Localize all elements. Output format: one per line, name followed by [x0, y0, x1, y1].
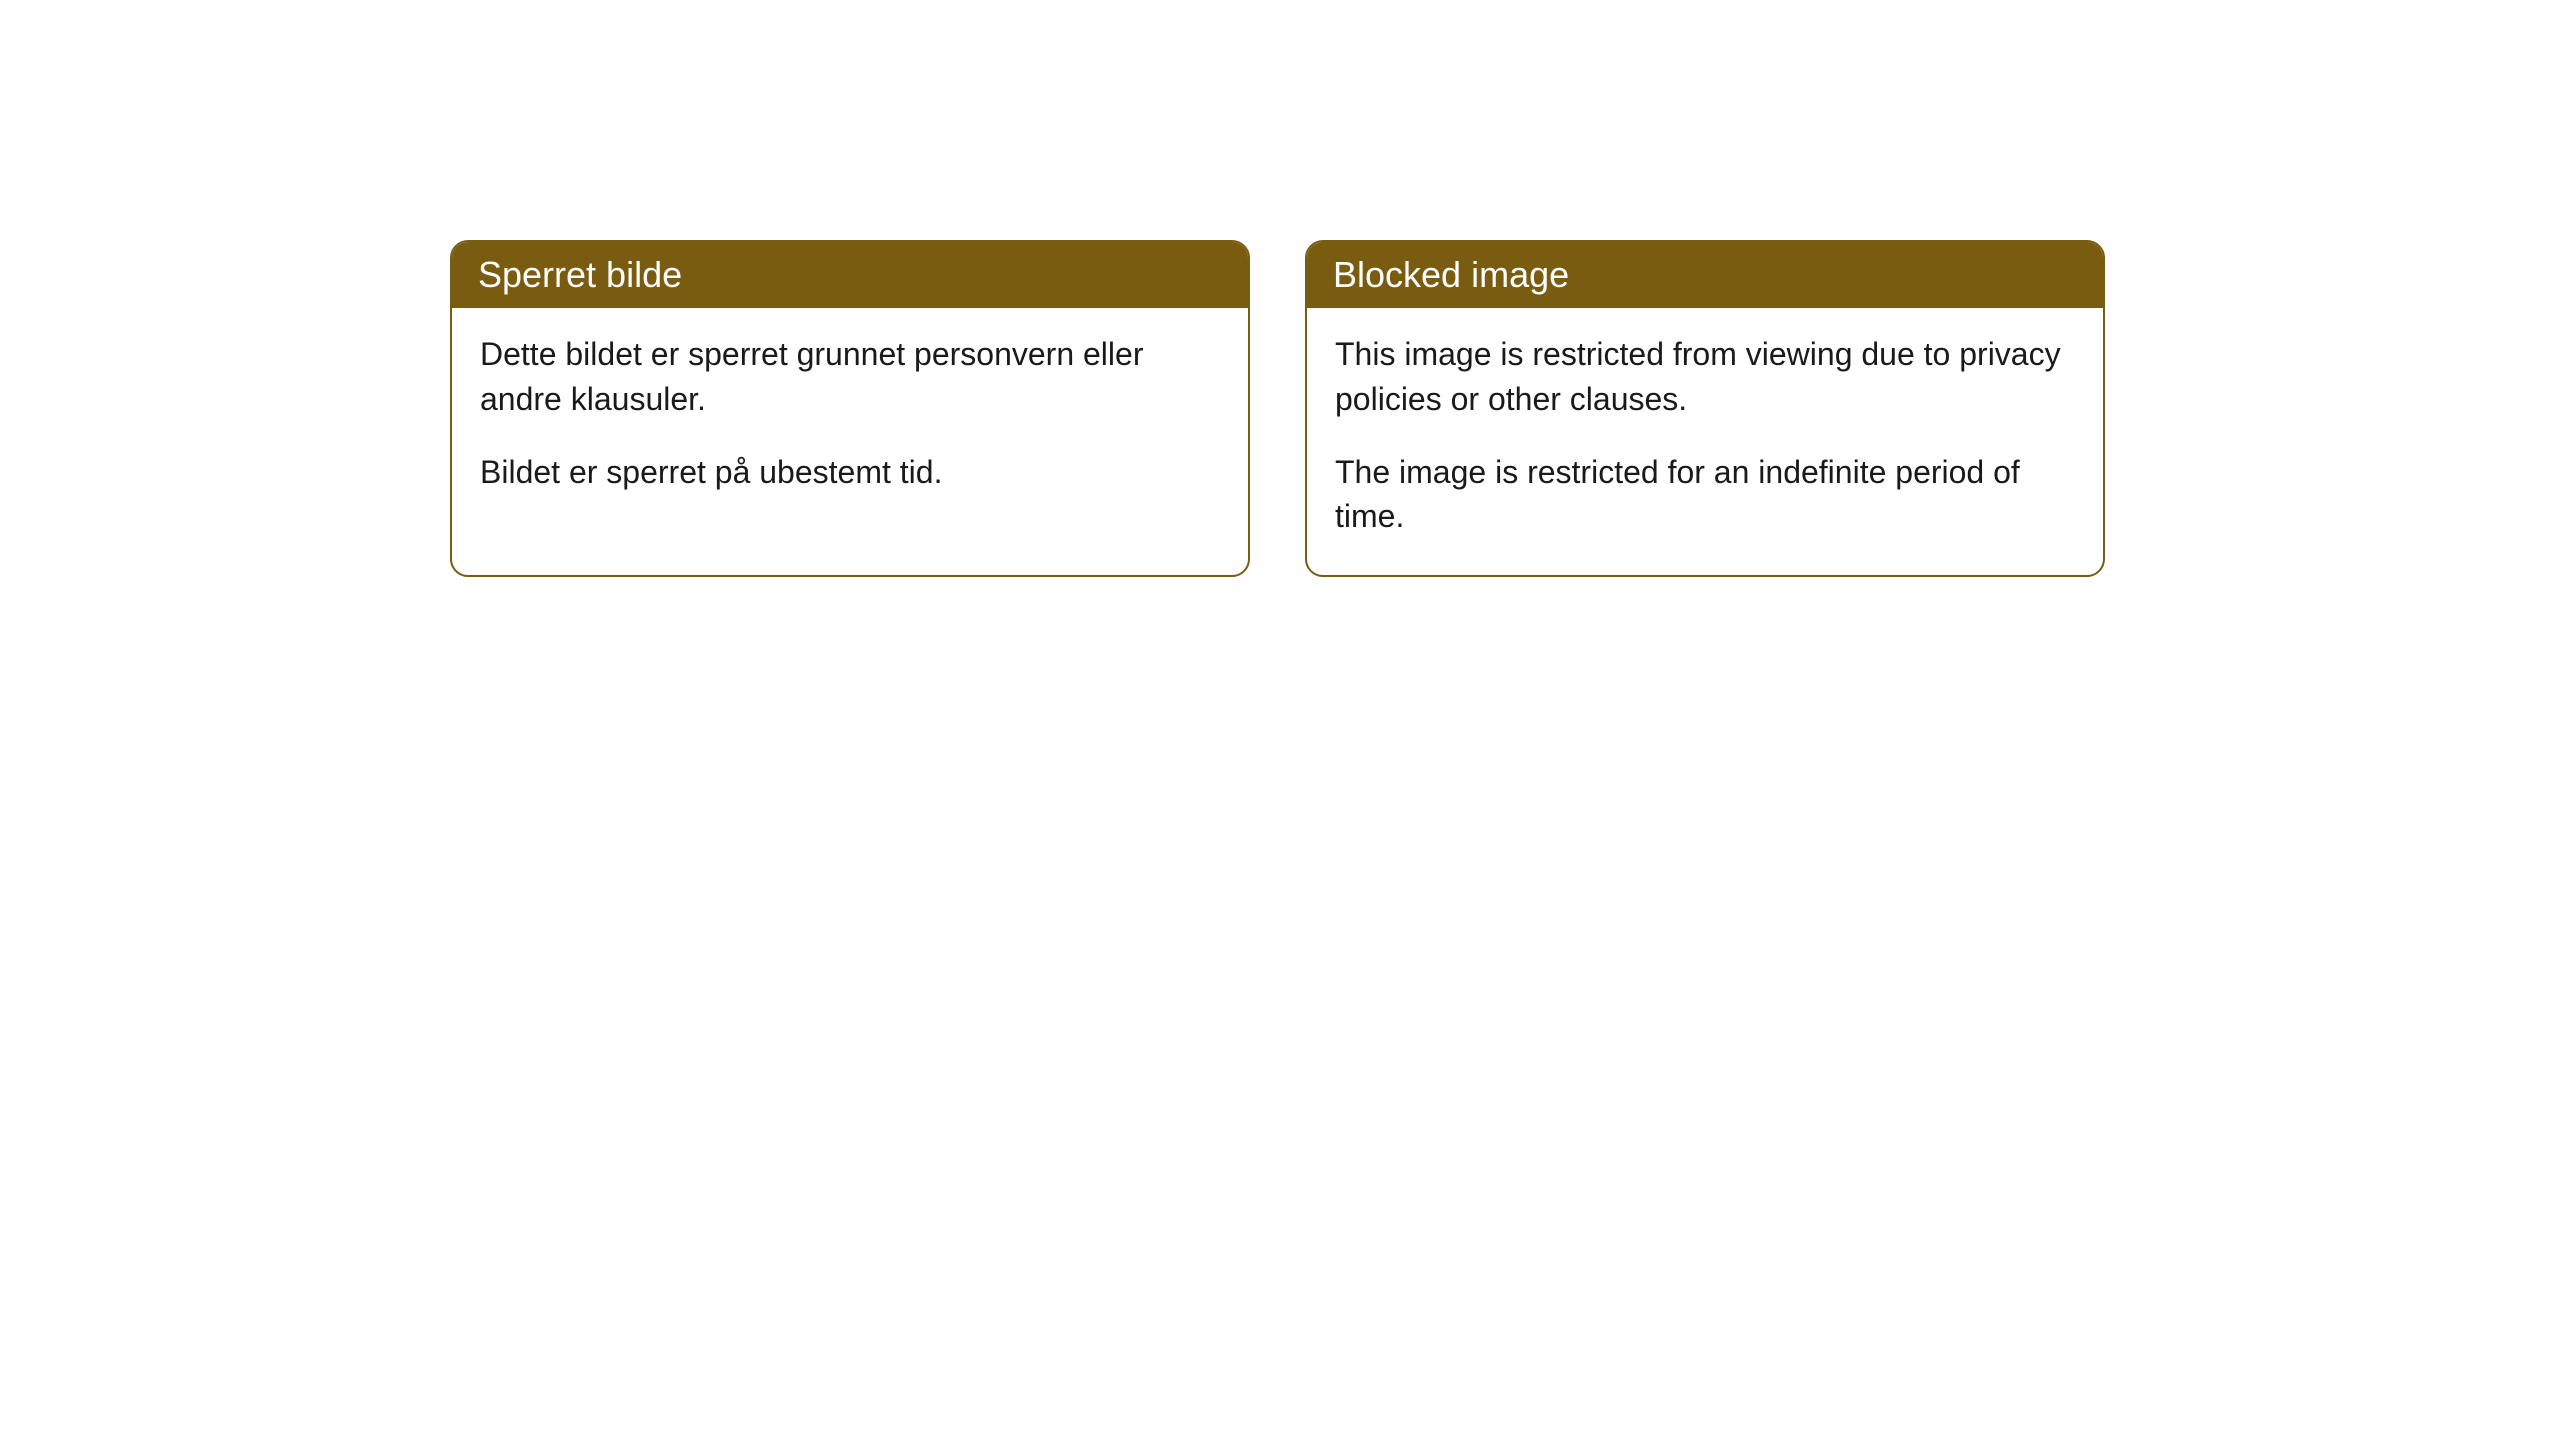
- card-title: Sperret bilde: [452, 242, 1248, 308]
- card-title: Blocked image: [1307, 242, 2103, 308]
- card-paragraph-2: Bildet er sperret på ubestemt tid.: [480, 450, 1220, 495]
- blocked-image-card-en: Blocked image This image is restricted f…: [1305, 240, 2105, 577]
- blocked-image-card-no: Sperret bilde Dette bildet er sperret gr…: [450, 240, 1250, 577]
- card-paragraph-2: The image is restricted for an indefinit…: [1335, 450, 2075, 540]
- card-body: This image is restricted from viewing du…: [1307, 308, 2103, 575]
- card-body: Dette bildet er sperret grunnet personve…: [452, 308, 1248, 530]
- notice-container: Sperret bilde Dette bildet er sperret gr…: [450, 240, 2105, 577]
- card-paragraph-1: Dette bildet er sperret grunnet personve…: [480, 332, 1220, 422]
- card-paragraph-1: This image is restricted from viewing du…: [1335, 332, 2075, 422]
